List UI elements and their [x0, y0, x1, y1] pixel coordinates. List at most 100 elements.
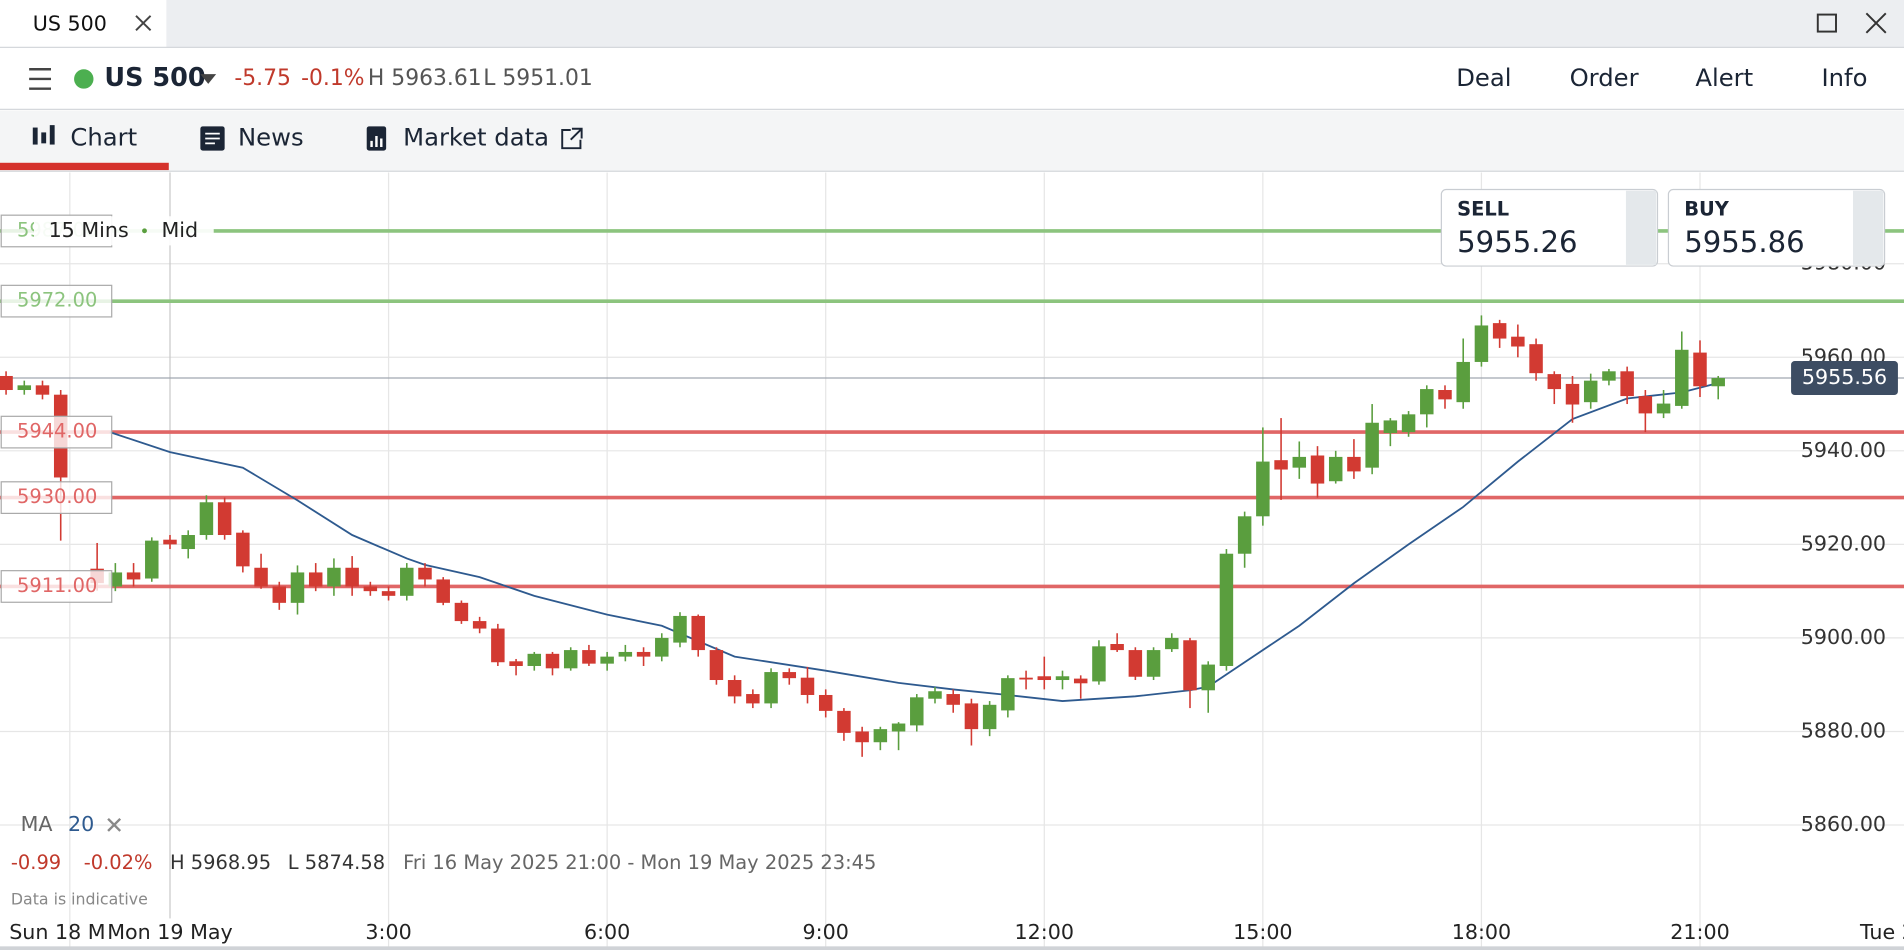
- instrument[interactable]: US 500: [104, 63, 205, 93]
- action-button[interactable]: Info: [1822, 63, 1868, 92]
- moving-average-line: [109, 382, 1719, 702]
- candle-body: [400, 567, 414, 596]
- candle-body: [655, 637, 669, 657]
- candle-body: [1274, 460, 1288, 470]
- candle-body: [910, 697, 924, 726]
- candle-body: [181, 535, 195, 550]
- candle-body: [1547, 374, 1562, 390]
- candle-body: [1092, 646, 1106, 682]
- sell-box[interactable]: [1440, 188, 1659, 267]
- candle-body: [1292, 456, 1307, 468]
- candle-body: [1001, 678, 1015, 711]
- candle-body: [217, 502, 232, 536]
- candle-body: [946, 694, 960, 705]
- level-label-box: [0, 481, 113, 514]
- candle-body: [1438, 390, 1452, 400]
- sell-box-side: [1625, 190, 1657, 265]
- price-type: Mid: [162, 218, 199, 242]
- summary-change: -0.99: [11, 851, 61, 874]
- candle-body: [454, 602, 469, 622]
- candle-body: [1037, 676, 1052, 681]
- candle-body: [928, 691, 942, 699]
- summary-low: L 5874.58: [288, 851, 385, 874]
- candle-body: [1620, 371, 1634, 397]
- candle-body: [0, 375, 13, 391]
- note: Data is indicative: [11, 890, 148, 909]
- external-link-icon[interactable]: [561, 127, 583, 150]
- tab-close[interactable]: [135, 15, 152, 32]
- level-label: 5911.00: [17, 574, 97, 597]
- candle-body: [855, 731, 869, 743]
- ma-remove[interactable]: [107, 817, 122, 832]
- x-tick-label: 21:00: [1670, 920, 1729, 944]
- last-price-label: 5955.56: [1802, 365, 1887, 389]
- candle-body: [145, 540, 159, 579]
- nav-tab[interactable]: Chart: [70, 122, 137, 151]
- candle-body: [199, 502, 214, 536]
- candle-body: [600, 656, 614, 664]
- last-price-tag: [1791, 361, 1898, 396]
- action-button[interactable]: Order: [1570, 63, 1639, 92]
- sell-label: SELL: [1457, 198, 1509, 221]
- x-tick-label: 6:00: [584, 920, 630, 944]
- menu-button[interactable]: [29, 68, 51, 90]
- buy-label: BUY: [1684, 198, 1730, 221]
- ma-period: 20: [68, 812, 94, 836]
- change: -5.75: [234, 66, 291, 91]
- nav-tab[interactable]: News: [238, 122, 304, 151]
- y-tick-label: 5880.00: [1801, 718, 1886, 742]
- candle-body: [1492, 323, 1507, 339]
- candle-body: [1347, 456, 1361, 472]
- candle-body: [35, 385, 50, 395]
- candle-body: [1019, 677, 1033, 680]
- candle-body: [436, 579, 450, 603]
- sell-price: 5955.26: [1457, 225, 1577, 259]
- buy-box[interactable]: [1667, 188, 1886, 267]
- ma-name: MA: [21, 812, 53, 836]
- candle-body: [1219, 553, 1234, 666]
- instrument-caret[interactable]: [200, 74, 217, 84]
- plot-layer: [0, 172, 1904, 948]
- candle-body: [1656, 403, 1671, 414]
- x-tick-label: Mon 19 May: [107, 920, 232, 944]
- summary-range: Fri 16 May 2025 21:00 - Mon 19 May 2025 …: [403, 851, 876, 874]
- candle-body: [746, 694, 760, 704]
- level-label-box: [0, 284, 113, 318]
- action-button[interactable]: Alert: [1695, 63, 1753, 92]
- market-icon-bars: [370, 136, 383, 147]
- tab[interactable]: [0, 0, 167, 48]
- candle-body: [1401, 414, 1416, 433]
- level-label-box: [0, 415, 113, 449]
- level-label: 5944.00: [17, 420, 97, 443]
- candle-body: [345, 567, 359, 587]
- nav-tab[interactable]: Market data: [403, 122, 549, 151]
- candle-body: [727, 680, 742, 697]
- x-tick-label: 12:00: [1015, 920, 1074, 944]
- candle-body: [636, 651, 651, 657]
- candle-body: [418, 567, 432, 580]
- candle-body: [491, 628, 505, 663]
- candle-body: [618, 651, 633, 657]
- candle-body: [964, 703, 979, 730]
- maximize-button[interactable]: [1816, 13, 1837, 33]
- candle-body: [545, 653, 560, 669]
- y-tick-label: 5920.00: [1801, 531, 1886, 555]
- candle-body: [1583, 380, 1598, 403]
- summary-change-pct: -0.02%: [84, 851, 153, 874]
- candle-body: [527, 653, 542, 666]
- candle-body: [1146, 650, 1161, 677]
- candle-body: [308, 572, 323, 587]
- close-button[interactable]: [1865, 12, 1887, 34]
- nav-bar: [0, 110, 1904, 172]
- action-button[interactable]: Deal: [1456, 63, 1511, 92]
- x-tick-label: 3:00: [365, 920, 411, 944]
- active-tab-indicator: [0, 162, 169, 171]
- candle-body: [1310, 455, 1325, 484]
- market-status: [74, 69, 94, 89]
- candle-body: [1256, 461, 1270, 517]
- candle-body: [17, 385, 32, 391]
- chart-icon: [32, 125, 55, 145]
- x-tick-label: 18:00: [1452, 920, 1511, 944]
